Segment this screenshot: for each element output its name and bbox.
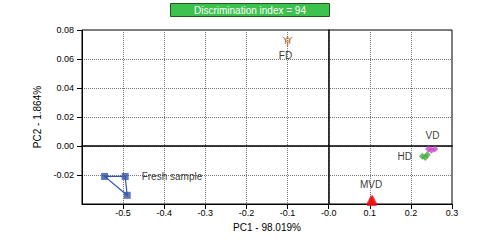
- svg-text:FD: FD: [279, 50, 292, 61]
- svg-text:0.1: 0.1: [364, 208, 377, 218]
- svg-text:MVD: MVD: [360, 179, 382, 190]
- svg-text:0.00: 0.00: [56, 141, 74, 151]
- svg-text:0.02: 0.02: [56, 112, 74, 122]
- svg-text:0.04: 0.04: [56, 83, 74, 93]
- svg-text:PC1 - 98.019%: PC1 - 98.019%: [233, 222, 301, 233]
- svg-text:-0.1: -0.1: [280, 208, 296, 218]
- svg-text:-0.02: -0.02: [53, 170, 74, 180]
- svg-text:0.08: 0.08: [56, 25, 74, 35]
- svg-text:VD: VD: [426, 130, 440, 141]
- svg-text:HD: HD: [397, 151, 411, 162]
- svg-text:-0.2: -0.2: [239, 208, 255, 218]
- svg-text:Fresh sample: Fresh sample: [142, 171, 203, 182]
- svg-text:Discrimination index = 94: Discrimination index = 94: [194, 5, 306, 16]
- svg-text:0.3: 0.3: [446, 208, 459, 218]
- svg-text:0.2: 0.2: [405, 208, 418, 218]
- svg-text:-0.3: -0.3: [198, 208, 214, 218]
- svg-text:0.06: 0.06: [56, 54, 74, 64]
- svg-text:PC2 - 1.864%: PC2 - 1.864%: [32, 86, 43, 148]
- svg-text:-0.5: -0.5: [115, 208, 131, 218]
- svg-text:-0.4: -0.4: [156, 208, 172, 218]
- svg-text:-0.0: -0.0: [321, 208, 337, 218]
